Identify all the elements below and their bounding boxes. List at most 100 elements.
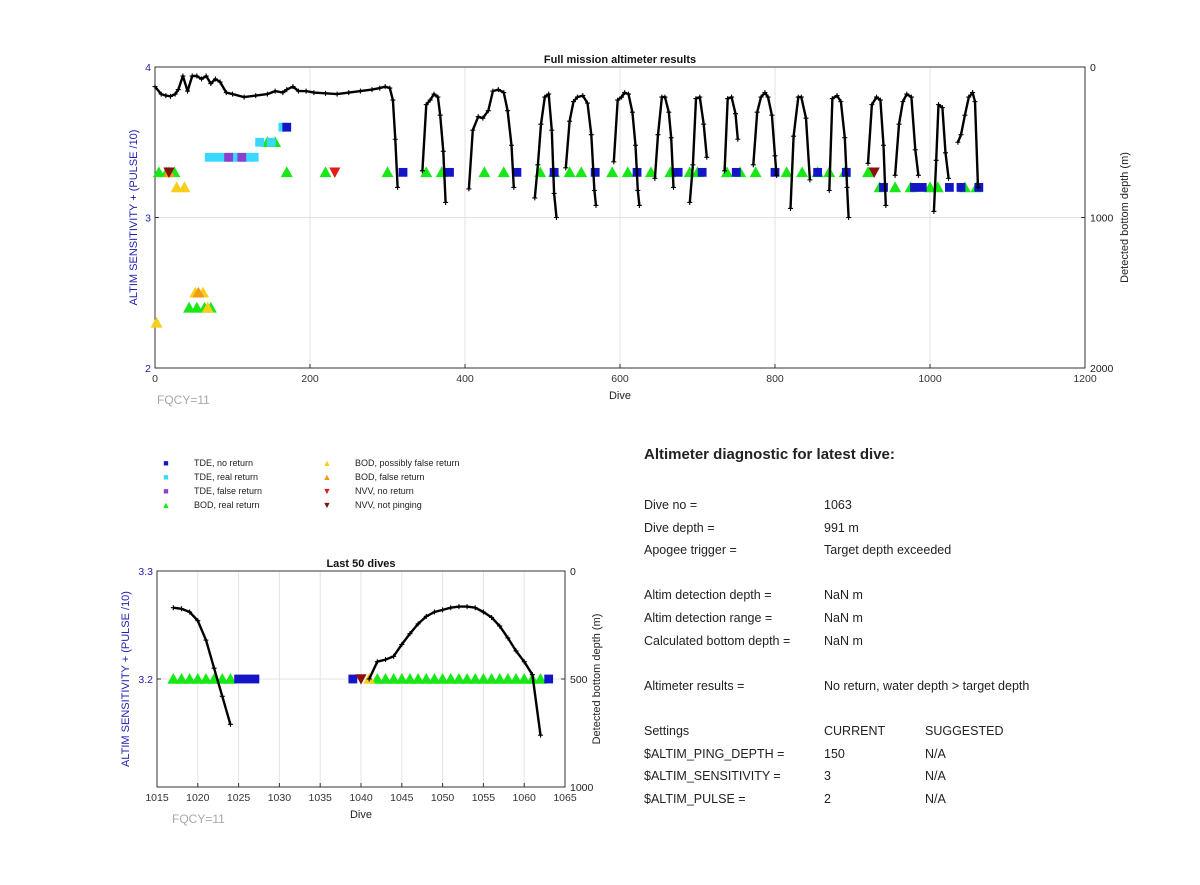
tde-real-marker (255, 137, 265, 147)
depth-point (908, 94, 914, 100)
depth-point (529, 672, 535, 678)
bod-real-marker (452, 673, 465, 684)
depth-point (962, 112, 968, 118)
depth-point (619, 94, 625, 100)
depth-point (230, 91, 235, 97)
x-tick-label: 1050 (431, 792, 455, 804)
bod-real-marker (403, 673, 416, 684)
tde-no-return-marker (910, 183, 919, 192)
depth-point (584, 100, 590, 106)
depth-point (580, 93, 586, 99)
bod-real-marker (510, 673, 523, 684)
depth-point (497, 623, 503, 629)
y-tick-label: 3.2 (138, 674, 153, 686)
depth-point (423, 102, 429, 108)
depth-point (670, 184, 676, 190)
bod-possibly-false-marker (150, 316, 163, 328)
depth-point (212, 76, 218, 82)
bod-real-marker (575, 166, 588, 178)
tde-false-marker (237, 152, 247, 162)
depth-point (883, 202, 889, 208)
bod-real-marker (395, 673, 408, 684)
bod-real-marker (412, 673, 425, 684)
depth-point (217, 79, 223, 85)
depth-point (374, 659, 380, 665)
full-mission-chart: 0 200 400 600 800 1000 1200 2 3 4 0 1000 2000 Full mi… (128, 54, 1131, 407)
tde-real-marker (212, 152, 222, 162)
depth-point (633, 142, 638, 148)
depth-point (170, 605, 176, 611)
square-icon: ■ (163, 472, 169, 482)
depth-point (431, 91, 437, 97)
y-tick-label: 4 (145, 62, 151, 74)
depth-point (346, 90, 352, 96)
depth-point (464, 604, 470, 610)
bod-real-marker (191, 673, 204, 684)
depth-point (774, 172, 780, 178)
depth-point (807, 177, 813, 183)
tde-no-return-marker (673, 167, 683, 177)
depth-point (223, 90, 229, 96)
depth-point (448, 605, 454, 611)
depth-line (154, 74, 399, 188)
x-tick-label: 1040 (349, 792, 373, 804)
depth-point (939, 105, 945, 111)
depth-point (900, 99, 906, 105)
y2-tick-label: 500 (570, 674, 588, 686)
tde-real-marker (249, 152, 259, 162)
depth-point (615, 97, 621, 103)
x-axis-label: Dive (609, 390, 631, 402)
depth-point (693, 96, 699, 102)
chart-title: Full mission altimeter results (544, 54, 696, 66)
depth-point (668, 135, 674, 141)
depth-point (725, 96, 731, 102)
depth-point (701, 121, 707, 127)
depth-point (975, 184, 981, 190)
depth-point (489, 614, 495, 620)
triangle-down-icon: ▼ (322, 500, 332, 510)
depth-point (972, 99, 978, 105)
depth-point (966, 94, 972, 100)
bod-real-marker (436, 673, 449, 684)
setting-row: $ALTIM_PING_DEPTH = 150 N/A (644, 746, 946, 761)
bod-real-marker (534, 673, 547, 684)
depth-point (629, 109, 635, 115)
depth-line (893, 92, 920, 176)
depth-point (437, 112, 443, 118)
depth-point (290, 84, 296, 90)
depth-point (865, 160, 871, 166)
fqcy-label: FQCY=11 (172, 812, 225, 826)
tde-no-return-marker (544, 674, 554, 684)
y2-axis-label: Detected bottom depth (m) (1119, 152, 1131, 283)
triangle-up-icon: ▲ (322, 458, 332, 468)
tde-no-return-marker (282, 122, 292, 132)
bod-real-marker (175, 673, 188, 684)
depth-point (936, 102, 942, 108)
bod-possibly-false-marker (170, 181, 183, 193)
tde-real-marker (204, 152, 214, 162)
bod-real-marker (428, 673, 441, 684)
depth-point (567, 118, 573, 124)
depth-point (395, 184, 401, 190)
depth-point (272, 88, 278, 94)
depth-point (591, 187, 597, 193)
depth-line (789, 95, 812, 209)
bod-real-marker (280, 166, 293, 178)
depth-point (532, 195, 538, 201)
depth-point (549, 127, 555, 133)
depth-point (152, 84, 158, 90)
depth-point (729, 94, 735, 100)
depth-point (881, 142, 886, 148)
depth-point (475, 114, 481, 120)
depth-point (440, 148, 446, 154)
depth-point (571, 99, 576, 105)
depth-point (551, 190, 557, 196)
depth-point (687, 199, 693, 205)
depth-point (912, 147, 918, 153)
depth-point (896, 121, 902, 127)
depth-point (869, 102, 875, 108)
dive-no-value: 1063 (824, 498, 852, 512)
depth-point (369, 87, 375, 93)
depth-point (163, 93, 169, 99)
depth-point (636, 202, 642, 208)
